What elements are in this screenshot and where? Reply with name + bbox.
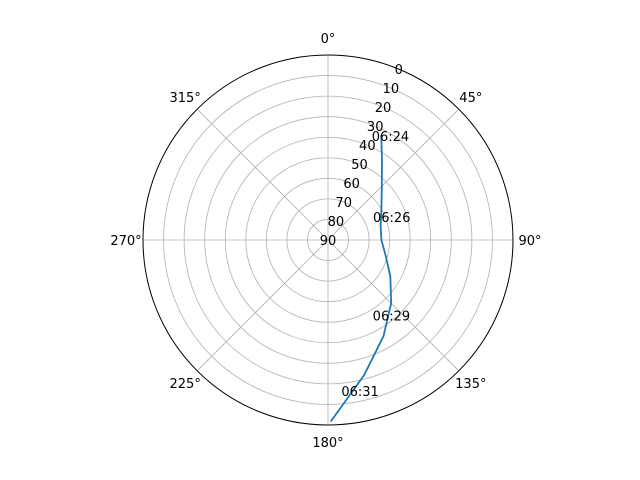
polar-frame — [142, 54, 514, 426]
angular-tick-label: 45° — [459, 91, 482, 106]
angular-gridline-45 — [327, 108, 460, 241]
radial-tick-label: 50 — [351, 158, 368, 173]
angular-tick-labels: 0° 45° 90° 135° 180° 225° 270° 315° — [110, 32, 541, 451]
radial-tick-label: 0 — [395, 63, 403, 78]
angular-gridline-225 — [196, 239, 329, 372]
angular-tick-label: 315° — [170, 91, 201, 106]
time-annotation: 06:26 — [373, 211, 410, 226]
time-annotation: 06:24 — [372, 130, 409, 145]
annotations-layer: 06:24 06:26 06:29 06:31 — [341, 130, 410, 400]
radial-tick-label: 60 — [343, 177, 360, 192]
time-annotation: 06:29 — [373, 310, 410, 325]
series-layer — [330, 134, 393, 422]
radial-tick-label: 90 — [320, 234, 337, 249]
angular-tick-label: 0° — [321, 32, 336, 47]
angular-tick-label: 180° — [312, 436, 343, 451]
radial-tick-label: 80 — [328, 215, 345, 230]
angular-tick-label: 90° — [518, 234, 541, 249]
radial-tick-labels: 0 10 20 30 40 50 60 70 80 90 — [320, 63, 403, 249]
angular-gridline-135 — [327, 239, 460, 372]
series-line — [330, 134, 393, 422]
angular-tick-label: 270° — [110, 234, 141, 249]
angular-gridline-315 — [196, 108, 329, 241]
time-annotation: 06:31 — [341, 385, 378, 400]
radial-tick-label: 70 — [335, 196, 352, 211]
radial-tick-label: 20 — [375, 101, 392, 116]
radial-tick-label: 30 — [367, 120, 384, 135]
radial-tick-label: 10 — [383, 82, 400, 97]
angular-tick-label: 225° — [170, 377, 201, 392]
angular-tick-label: 135° — [455, 377, 486, 392]
radial-tick-label: 40 — [359, 139, 376, 154]
grid-layer — [142, 54, 514, 426]
